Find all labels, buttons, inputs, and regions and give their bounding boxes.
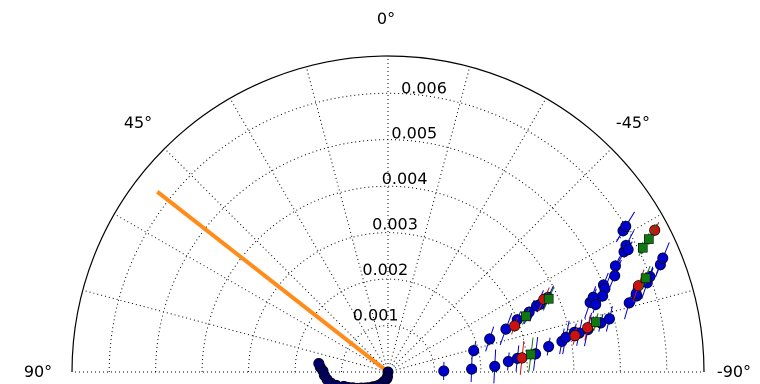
radial-tick-label: 0.001	[353, 306, 399, 325]
data-point	[468, 345, 480, 357]
radial-tick-label: 0.004	[382, 169, 428, 188]
data-point	[543, 293, 554, 304]
tick-labels: 0° 45° -45° 90° -90° 0.001 0.002 0.003 0.004 0.00…	[24, 9, 751, 381]
data-point	[569, 330, 581, 342]
reference-line	[156, 190, 390, 374]
data-point	[509, 320, 521, 332]
data-point	[484, 333, 496, 345]
data-point	[657, 252, 669, 264]
angular-gridline	[305, 66, 389, 373]
angular-gridline	[387, 148, 612, 373]
angular-gridline	[229, 98, 389, 373]
angular-gridline	[164, 148, 389, 373]
angular-gridline	[387, 213, 662, 373]
data-point	[489, 360, 501, 372]
angle-tick-label: -90°	[717, 362, 751, 381]
data-point	[313, 358, 325, 370]
data-point	[591, 317, 601, 327]
data-point	[640, 273, 651, 284]
radial-gridline	[108, 92, 668, 373]
data-point	[622, 244, 634, 256]
angular-gridline	[82, 289, 389, 373]
radial-tick-label: 0.005	[391, 124, 437, 143]
data-point	[609, 270, 621, 282]
data-point	[466, 363, 478, 375]
radial-tick-label: 0.003	[372, 215, 418, 234]
polar-frame	[71, 55, 705, 373]
angle-tick-label: 45°	[124, 113, 152, 132]
data-point	[597, 290, 609, 302]
data-points	[313, 211, 670, 384]
data-point	[543, 341, 555, 353]
radial-gridline	[341, 325, 435, 373]
angular-gridline	[387, 289, 694, 373]
angular-gridline	[114, 213, 389, 373]
data-point	[644, 234, 654, 244]
data-point	[582, 322, 594, 334]
data-point	[338, 380, 349, 384]
polar-outer-arc	[71, 55, 705, 373]
data-point	[521, 311, 531, 322]
data-point	[603, 313, 615, 325]
data-point	[609, 260, 621, 272]
angle-tick-label: -45°	[616, 113, 650, 132]
data-point	[526, 349, 536, 360]
data-point	[637, 242, 648, 253]
radial-tick-label: 0.006	[401, 78, 447, 97]
radial-tick-label: 0.002	[362, 260, 408, 279]
angular-gridline	[387, 98, 547, 373]
data-point	[438, 365, 450, 377]
radial-gridline	[294, 278, 482, 373]
data-point	[620, 220, 632, 232]
angular-gridline	[387, 66, 471, 373]
angle-tick-label: 90°	[24, 362, 52, 381]
reference-line-group	[156, 190, 390, 374]
data-point	[516, 352, 528, 364]
data-point	[632, 280, 644, 292]
angle-tick-label: 0°	[377, 9, 395, 28]
